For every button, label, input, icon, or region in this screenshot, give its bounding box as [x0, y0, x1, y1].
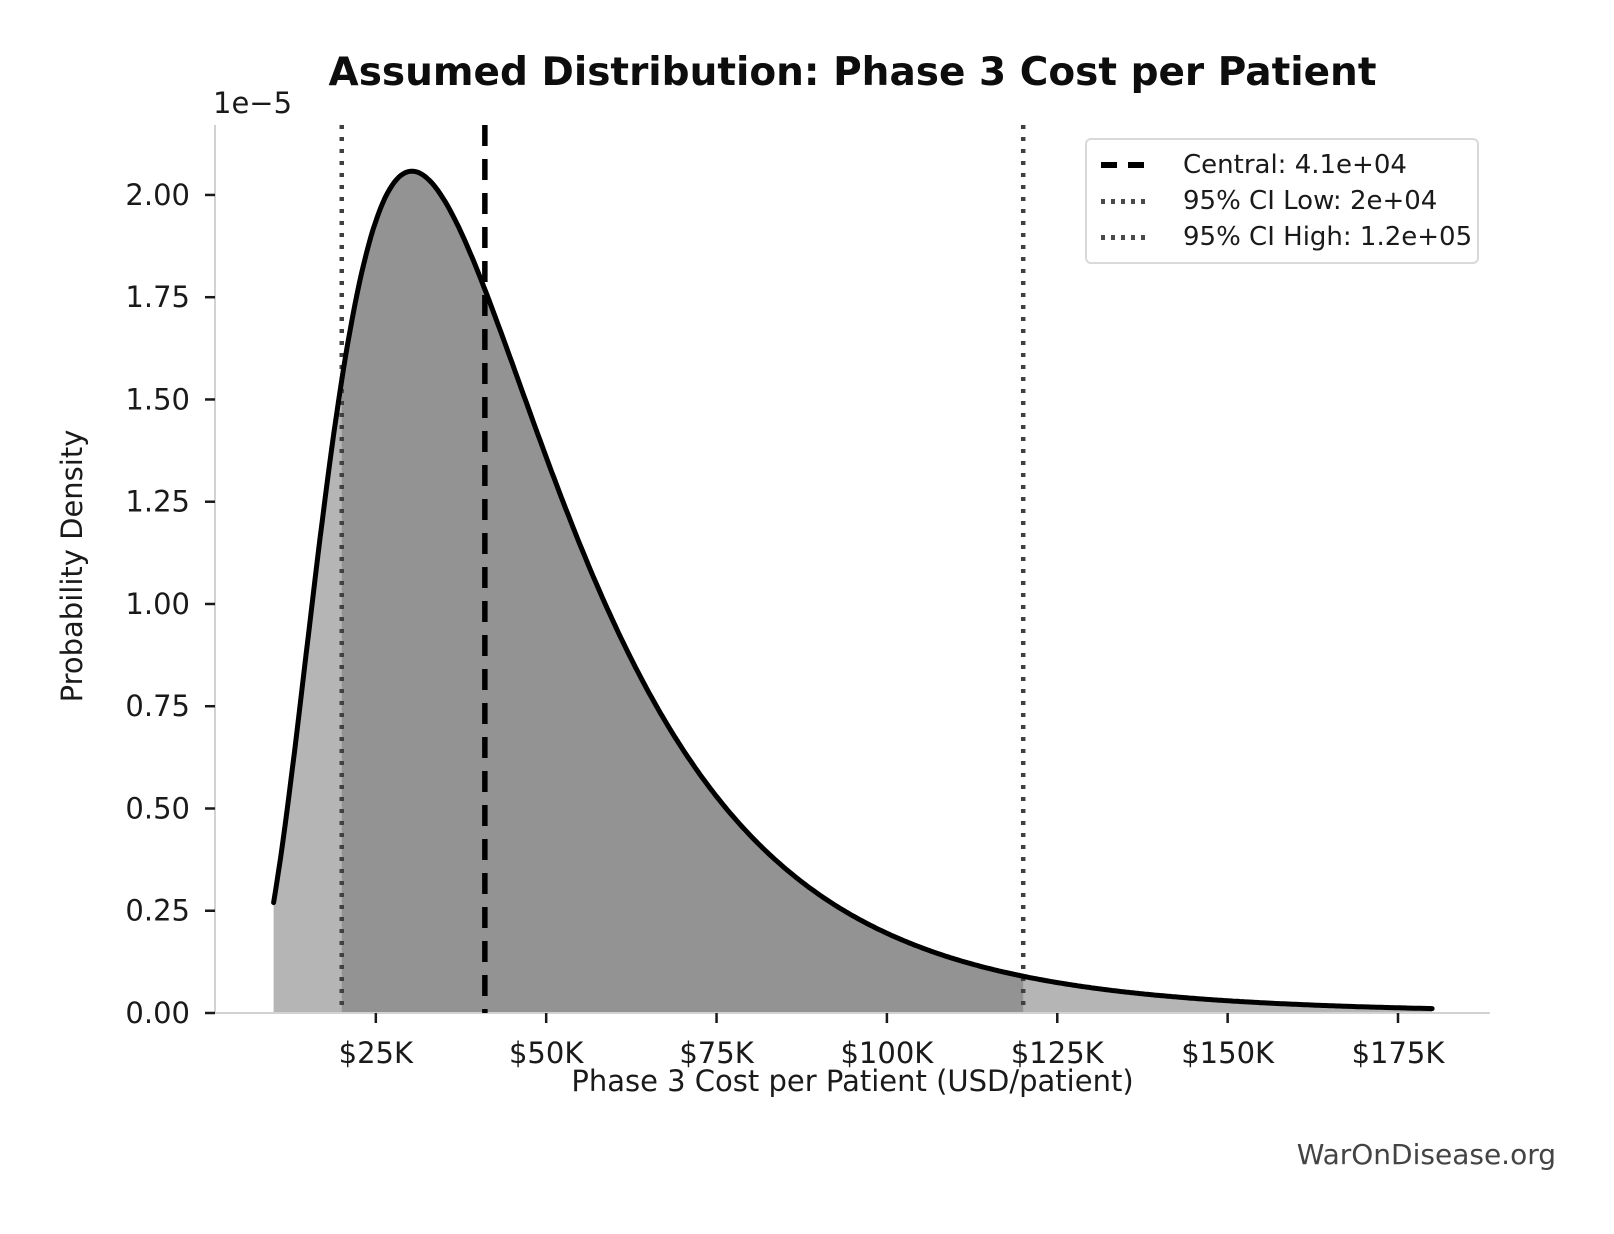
- chart-title: Assumed Distribution: Phase 3 Cost per P…: [328, 50, 1377, 95]
- y-axis-offset-label: 1e−5: [213, 86, 293, 120]
- x-tick-label: $125K: [1011, 1036, 1105, 1070]
- y-tick-label: 0.25: [125, 894, 190, 928]
- y-axis-label: Probability Density: [55, 429, 89, 703]
- y-tick-label: 1.75: [125, 280, 190, 314]
- y-tick-label: 1.50: [125, 382, 190, 416]
- x-tick-label: $75K: [679, 1036, 754, 1070]
- x-tick-label: $50K: [509, 1036, 584, 1070]
- x-tick-label: $25K: [339, 1036, 414, 1070]
- legend-label-central: Central: 4.1e+04: [1183, 150, 1407, 180]
- x-tick-label: $100K: [840, 1036, 934, 1070]
- legend-item-central: Central: 4.1e+04: [1101, 147, 1463, 183]
- dashed-line-swatch-icon: [1101, 162, 1149, 168]
- y-tick-label: 2.00: [125, 178, 190, 212]
- legend-label-ci-high: 95% CI High: 1.2e+05: [1183, 222, 1473, 252]
- legend-item-ci-high: 95% CI High: 1.2e+05: [1101, 219, 1472, 255]
- y-tick-label: 0.75: [125, 689, 190, 723]
- y-tick-label: 1.25: [125, 485, 190, 519]
- y-tick-label: 0.00: [125, 996, 190, 1030]
- x-tick-label: $175K: [1352, 1036, 1446, 1070]
- x-tick-label: $150K: [1181, 1036, 1275, 1070]
- legend-item-ci-low: 95% CI Low: 2e+04: [1101, 183, 1463, 219]
- density-curve: [271, 168, 1435, 1012]
- legend-label-ci-low: 95% CI Low: 2e+04: [1183, 186, 1438, 216]
- x-axis-label: Phase 3 Cost per Patient (USD/patient): [571, 1064, 1134, 1098]
- watermark: WarOnDisease.org: [1296, 1138, 1556, 1171]
- ci-region-fill: [341, 171, 1024, 1013]
- y-tick-label: 1.00: [125, 587, 190, 621]
- legend: Central: 4.1e+04 95% CI Low: 2e+04 95% C…: [1085, 138, 1479, 264]
- dotted-line-swatch-icon: [1101, 234, 1149, 240]
- y-tick-label: 0.50: [125, 791, 190, 825]
- dotted-line-swatch-icon: [1101, 198, 1149, 204]
